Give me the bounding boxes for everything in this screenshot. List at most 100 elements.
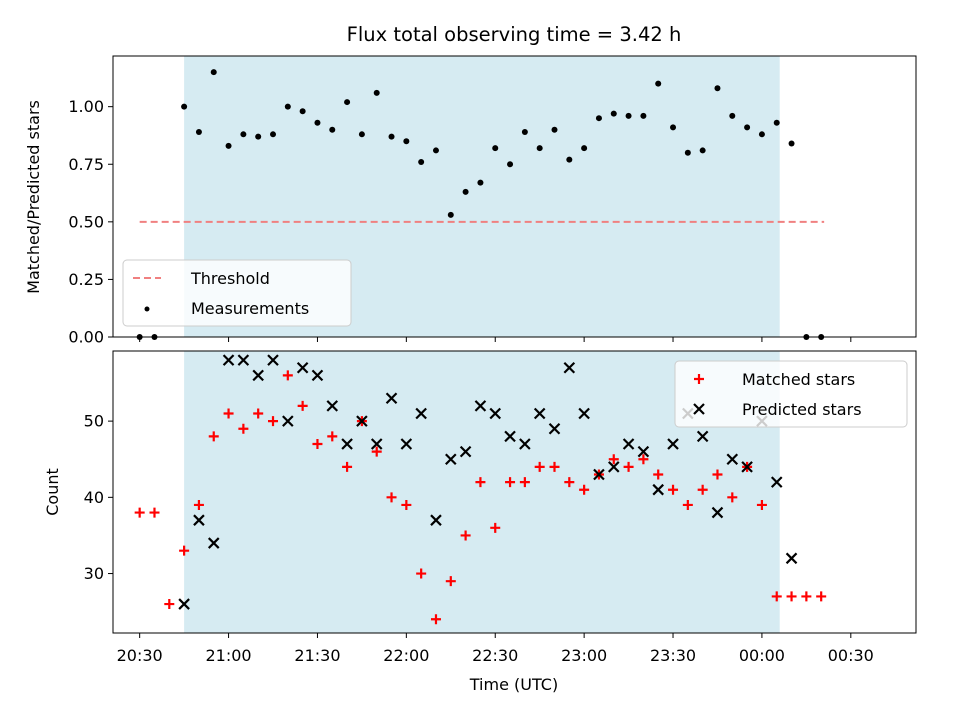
plot-frame [112, 55, 917, 338]
bottom-panel: 30 40 50 20:30 21:00 21:30 22:00 22:30 23:00 23:3… [84, 350, 917, 665]
data-point [534, 461, 545, 472]
x-tick-label: 22:30 [472, 646, 518, 665]
data-point [684, 149, 691, 156]
legend-measurements-key [144, 306, 150, 312]
data-point [373, 89, 380, 96]
data-point [549, 461, 560, 472]
x-tick-label: 21:00 [206, 646, 252, 665]
data-point [625, 112, 632, 119]
data-point [430, 614, 441, 625]
data-point [181, 103, 188, 110]
series-predicted-stars [178, 354, 798, 610]
x-tick-label: 21:30 [294, 646, 340, 665]
series-matched-stars [134, 370, 827, 625]
data-point [474, 400, 487, 412]
data-point [460, 530, 471, 541]
data-point [726, 453, 739, 466]
data-point [418, 158, 425, 165]
data-point [697, 484, 708, 495]
data-point [551, 126, 558, 133]
data-point [652, 483, 664, 496]
data-point [370, 438, 383, 450]
data-point [430, 514, 442, 526]
data-point [237, 354, 250, 366]
data-point [296, 361, 309, 374]
data-point [447, 211, 454, 218]
data-point [727, 492, 738, 503]
data-point [225, 142, 232, 149]
y-tick-label: 0.75 [68, 155, 104, 174]
x-tick-label: 22:00 [383, 646, 429, 665]
data-point [744, 124, 751, 131]
data-point [400, 438, 413, 450]
data-point [282, 370, 293, 381]
x-tick-label: 00:00 [739, 646, 785, 665]
data-point [222, 354, 235, 366]
data-point [329, 126, 336, 133]
data-point [610, 110, 617, 117]
data-point [801, 591, 812, 602]
data-point [490, 522, 501, 533]
data-point [668, 484, 679, 495]
data-point [519, 477, 530, 488]
data-point [164, 599, 175, 610]
data-point [788, 140, 795, 147]
data-point [459, 445, 472, 458]
data-point [711, 506, 724, 519]
data-point [785, 552, 798, 565]
y-tick-label: 1.00 [68, 97, 104, 116]
data-point [195, 129, 202, 136]
data-point [712, 469, 723, 480]
data-point [193, 499, 204, 510]
data-point [771, 591, 782, 602]
y-tick-label: 0.25 [68, 270, 104, 289]
data-point [581, 145, 588, 152]
data-point [385, 392, 398, 405]
data-point [607, 461, 620, 473]
legend-label: Matched stars [742, 370, 855, 389]
legend-label: Measurements [191, 299, 309, 318]
data-point [741, 461, 753, 473]
data-point [255, 133, 262, 140]
data-point [489, 407, 502, 420]
data-point [640, 112, 647, 119]
data-point [533, 407, 546, 420]
data-point [477, 179, 484, 186]
y-tick-label: 0.00 [68, 328, 104, 347]
data-point [507, 161, 514, 168]
data-point [505, 477, 516, 488]
data-point [311, 369, 324, 382]
data-point [312, 438, 323, 449]
data-point [270, 131, 277, 138]
data-point [388, 133, 395, 140]
data-point [299, 108, 306, 115]
data-point [519, 438, 531, 450]
top-y-axis-label: Matched/Predicted stars [24, 100, 43, 294]
data-point [504, 430, 516, 443]
data-point [297, 400, 308, 411]
data-point [492, 145, 499, 152]
data-point [462, 188, 469, 195]
data-point [548, 422, 561, 435]
data-point [445, 576, 456, 587]
data-point [386, 492, 397, 503]
data-point [579, 484, 590, 495]
bottom-y-axis-label: Count [43, 468, 62, 516]
data-point [445, 453, 457, 466]
legend-label: Threshold [190, 269, 270, 288]
data-point [282, 415, 294, 427]
data-point [816, 591, 827, 602]
data-point [773, 119, 780, 126]
data-point [608, 454, 619, 465]
data-point [566, 156, 573, 163]
data-point [223, 408, 234, 419]
x-axis-label: Time (UTC) [469, 675, 558, 694]
x-tick-label: 00:30 [828, 646, 874, 665]
data-point [134, 507, 145, 518]
data-point [770, 476, 783, 488]
data-point [595, 115, 602, 122]
data-point [536, 145, 543, 152]
data-point [238, 423, 249, 434]
data-point [655, 80, 662, 87]
